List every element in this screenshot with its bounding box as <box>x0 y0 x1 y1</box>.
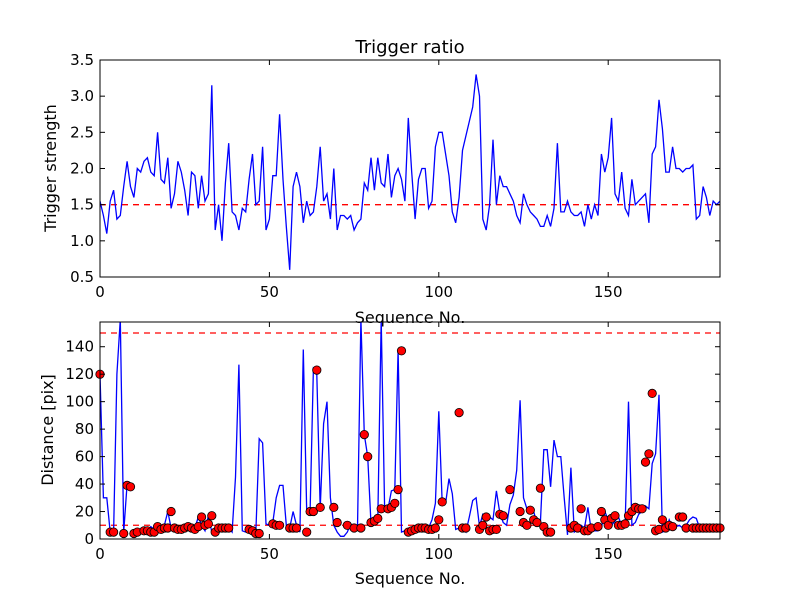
top-plot-frame <box>99 59 721 278</box>
data-point-marker <box>390 498 400 508</box>
top-x-ticks: 0 50 100 150 <box>95 60 623 301</box>
top-panel: Trigger ratio 0 50 100 150 0.5 1.0 1.5 2.0 2.5 3… <box>41 37 721 327</box>
data-point-marker <box>461 523 471 533</box>
data-point-marker <box>596 506 607 517</box>
y-tick-label: 0 <box>84 530 94 548</box>
y-tick-label: 3.5 <box>70 51 94 69</box>
data-point-marker <box>329 502 339 512</box>
data-point-marker <box>109 527 119 537</box>
data-point-marker <box>119 528 129 539</box>
data-point-marker <box>274 520 285 530</box>
top-series-line <box>100 74 720 270</box>
data-point-marker <box>359 429 369 440</box>
bottom-series-segment <box>146 322 701 537</box>
data-point-marker <box>373 513 383 524</box>
y-tick-label: 1.0 <box>70 232 94 250</box>
data-point-marker <box>434 515 444 525</box>
x-tick-label: 0 <box>95 283 105 301</box>
data-point-marker <box>291 523 302 533</box>
bottom-plot-frame <box>99 321 721 540</box>
x-tick-label: 150 <box>594 283 623 301</box>
data-point-marker <box>166 506 176 517</box>
data-point-marker <box>498 511 508 521</box>
bottom-y-axis-label: Distance [pix] <box>38 374 57 486</box>
y-tick-label: 2.5 <box>70 123 94 141</box>
data-point-marker <box>125 482 136 492</box>
bottom-x-ticks: 0 50 100 150 <box>95 322 623 563</box>
x-tick-label: 100 <box>424 283 453 301</box>
data-point-marker <box>620 519 630 529</box>
y-tick-label: 100 <box>65 393 94 411</box>
y-tick-label: 140 <box>65 338 94 356</box>
data-point-marker <box>535 483 546 493</box>
top-x-axis-label: Sequence No. <box>355 308 466 327</box>
data-point-marker <box>203 519 213 529</box>
data-point-marker <box>576 504 586 514</box>
data-point-marker <box>647 388 657 398</box>
data-point-marker <box>515 506 525 517</box>
top-y-ticks: 0.5 1.0 1.5 2.0 2.5 3.0 3.5 <box>70 51 720 286</box>
data-point-marker <box>610 511 620 521</box>
bottom-panel: 0 50 100 150 0 20 40 60 80 100 120 140 Sequence No… <box>38 321 725 588</box>
data-point-marker <box>332 517 342 528</box>
data-point-marker <box>308 506 318 517</box>
data-point-marker <box>522 520 532 530</box>
data-point-marker <box>254 528 264 539</box>
bottom-markers <box>95 346 725 539</box>
y-tick-label: 20 <box>75 503 94 521</box>
data-point-marker <box>197 512 207 522</box>
data-point-marker <box>667 521 678 532</box>
x-tick-label: 50 <box>260 545 279 563</box>
data-point-marker <box>637 504 647 514</box>
data-point-marker <box>525 505 535 515</box>
data-point-marker <box>678 512 688 522</box>
bottom-plot-clip <box>95 322 725 539</box>
y-tick-label: 40 <box>75 475 94 493</box>
data-point-marker <box>396 346 407 356</box>
x-tick-label: 50 <box>260 283 279 301</box>
data-point-marker <box>437 497 447 507</box>
data-point-marker <box>430 523 440 533</box>
x-tick-label: 100 <box>424 545 453 563</box>
bottom-x-axis-label: Sequence No. <box>355 569 466 588</box>
data-point-marker <box>644 449 654 459</box>
data-point-marker <box>532 517 542 528</box>
data-point-marker <box>312 365 322 375</box>
x-tick-label: 150 <box>594 545 623 563</box>
y-tick-label: 1.5 <box>70 196 94 214</box>
top-chart-title: Trigger ratio <box>354 37 464 58</box>
data-point-marker <box>454 407 464 418</box>
y-tick-label: 120 <box>65 365 94 383</box>
y-tick-label: 2.0 <box>70 160 94 178</box>
top-y-axis-label: Trigger strength <box>41 104 60 233</box>
y-tick-label: 60 <box>75 448 94 466</box>
data-point-marker <box>302 527 312 537</box>
y-tick-label: 0.5 <box>70 268 94 286</box>
data-point-marker <box>505 484 515 495</box>
y-tick-label: 80 <box>75 420 94 438</box>
data-point-marker <box>640 457 651 467</box>
data-point-marker <box>478 520 488 530</box>
top-plot-clip <box>100 74 720 270</box>
data-point-marker <box>224 523 234 533</box>
data-point-marker <box>481 512 491 522</box>
data-point-marker <box>491 524 501 535</box>
x-tick-label: 0 <box>95 545 105 563</box>
data-point-marker <box>545 527 556 537</box>
data-point-marker <box>207 511 217 521</box>
data-point-marker <box>393 484 403 495</box>
bottom-threshold-lines <box>100 332 720 526</box>
data-point-marker <box>315 502 325 512</box>
bottom-series-segment <box>99 322 131 533</box>
bottom-y-ticks: 0 20 40 60 80 100 120 140 <box>65 338 720 548</box>
data-point-marker <box>363 451 373 462</box>
data-point-marker <box>593 521 603 532</box>
data-point-marker <box>657 515 668 525</box>
data-point-marker <box>356 523 366 533</box>
y-tick-label: 3.0 <box>70 87 94 105</box>
